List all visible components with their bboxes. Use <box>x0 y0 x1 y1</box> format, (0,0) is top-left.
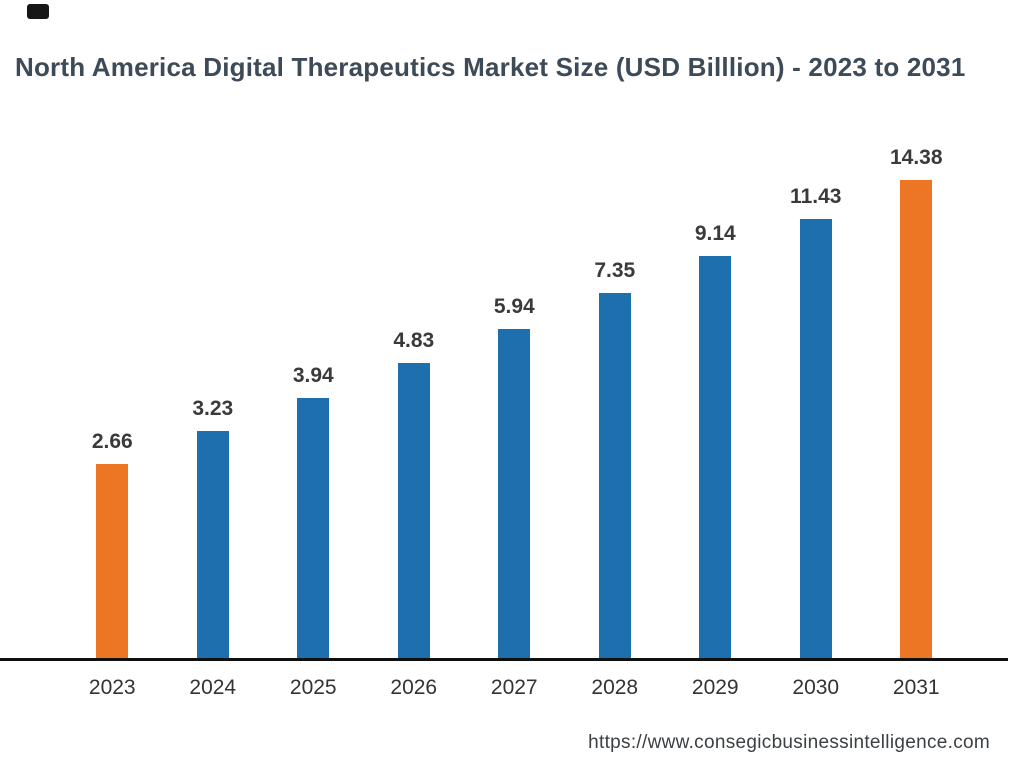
bar-value-label-2028: 7.35 <box>594 259 636 282</box>
logo-mark <box>27 4 49 19</box>
chart-title: North America Digital Therapeutics Marke… <box>15 52 966 82</box>
bar-2025 <box>297 398 330 658</box>
bar-2029 <box>699 256 732 658</box>
bar-2030 <box>799 219 832 658</box>
bar-2027 <box>498 329 531 658</box>
source-url: https://www.consegicbusinessintelligence… <box>588 732 990 753</box>
x-axis-tick-label-2024: 2024 <box>189 676 237 699</box>
bar-2031 <box>900 180 933 658</box>
x-axis-tick-label-2030: 2030 <box>792 676 840 699</box>
bar-value-label-2024: 3.23 <box>192 397 234 420</box>
x-axis-tick-label-2031: 2031 <box>892 676 940 699</box>
bar-value-label-2029: 9.14 <box>694 222 736 245</box>
bar-value-label-2025: 3.94 <box>292 364 334 387</box>
bar-value-label-2031: 14.38 <box>889 146 943 169</box>
bar-2024 <box>196 431 229 658</box>
bar-2023 <box>96 464 129 658</box>
bar-value-label-2023: 2.66 <box>91 430 133 453</box>
x-axis-tick-label-2027: 2027 <box>490 676 538 699</box>
x-axis-line <box>0 658 1008 661</box>
x-axis-tick-label-2023: 2023 <box>88 676 136 699</box>
x-axis-tick-label-2029: 2029 <box>691 676 739 699</box>
bar-2026 <box>397 363 430 658</box>
bar-value-label-2027: 5.94 <box>493 295 535 318</box>
x-axis-tick-label-2025: 2025 <box>289 676 337 699</box>
x-axis-tick-label-2026: 2026 <box>390 676 438 699</box>
x-axis-tick-label-2028: 2028 <box>591 676 639 699</box>
bar-2028 <box>598 293 631 658</box>
bar-value-label-2030: 11.43 <box>790 185 842 208</box>
bar-value-label-2026: 4.83 <box>393 329 435 352</box>
